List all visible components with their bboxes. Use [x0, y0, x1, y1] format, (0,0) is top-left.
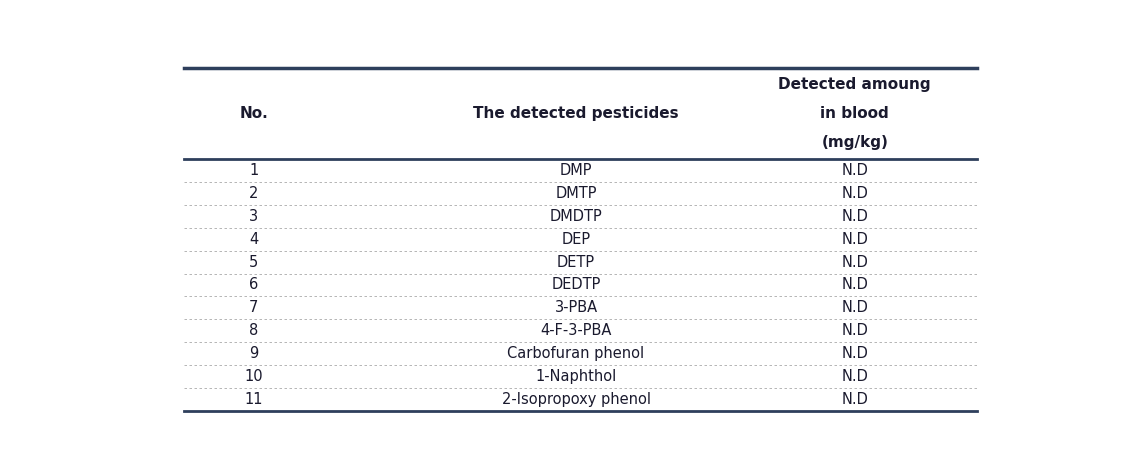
- Text: No.: No.: [239, 106, 269, 121]
- Text: DMP: DMP: [560, 163, 592, 178]
- Text: N.D: N.D: [842, 392, 868, 407]
- Text: 2: 2: [250, 186, 259, 201]
- Text: in blood: in blood: [821, 106, 889, 121]
- Text: DMDTP: DMDTP: [550, 209, 602, 224]
- Text: N.D: N.D: [842, 209, 868, 224]
- Text: 3: 3: [250, 209, 259, 224]
- Text: 9: 9: [250, 346, 259, 361]
- Text: N.D: N.D: [842, 255, 868, 270]
- Text: N.D: N.D: [842, 163, 868, 178]
- Text: 7: 7: [250, 301, 259, 315]
- Text: N.D: N.D: [842, 232, 868, 246]
- Text: 2-Isopropoxy phenol: 2-Isopropoxy phenol: [501, 392, 651, 407]
- Text: DEDTP: DEDTP: [552, 277, 600, 292]
- Text: N.D: N.D: [842, 277, 868, 292]
- Text: 11: 11: [245, 392, 263, 407]
- Text: N.D: N.D: [842, 369, 868, 384]
- Text: N.D: N.D: [842, 323, 868, 338]
- Text: DEP: DEP: [562, 232, 590, 246]
- Text: N.D: N.D: [842, 301, 868, 315]
- Text: 8: 8: [250, 323, 259, 338]
- Text: 10: 10: [244, 369, 263, 384]
- Text: 6: 6: [250, 277, 259, 292]
- Text: The detected pesticides: The detected pesticides: [473, 106, 679, 121]
- Text: N.D: N.D: [842, 346, 868, 361]
- Text: 1-Naphthol: 1-Naphthol: [535, 369, 617, 384]
- Text: (mg/kg): (mg/kg): [822, 135, 888, 150]
- Text: 1: 1: [250, 163, 259, 178]
- Text: Detected amoung: Detected amoung: [779, 77, 931, 92]
- Text: 4: 4: [250, 232, 259, 246]
- Text: 3-PBA: 3-PBA: [554, 301, 598, 315]
- Text: Carbofuran phenol: Carbofuran phenol: [508, 346, 644, 361]
- Text: N.D: N.D: [842, 186, 868, 201]
- Text: DMTP: DMTP: [555, 186, 597, 201]
- Text: 5: 5: [250, 255, 259, 270]
- Text: 4-F-3-PBA: 4-F-3-PBA: [541, 323, 611, 338]
- Text: DETP: DETP: [558, 255, 595, 270]
